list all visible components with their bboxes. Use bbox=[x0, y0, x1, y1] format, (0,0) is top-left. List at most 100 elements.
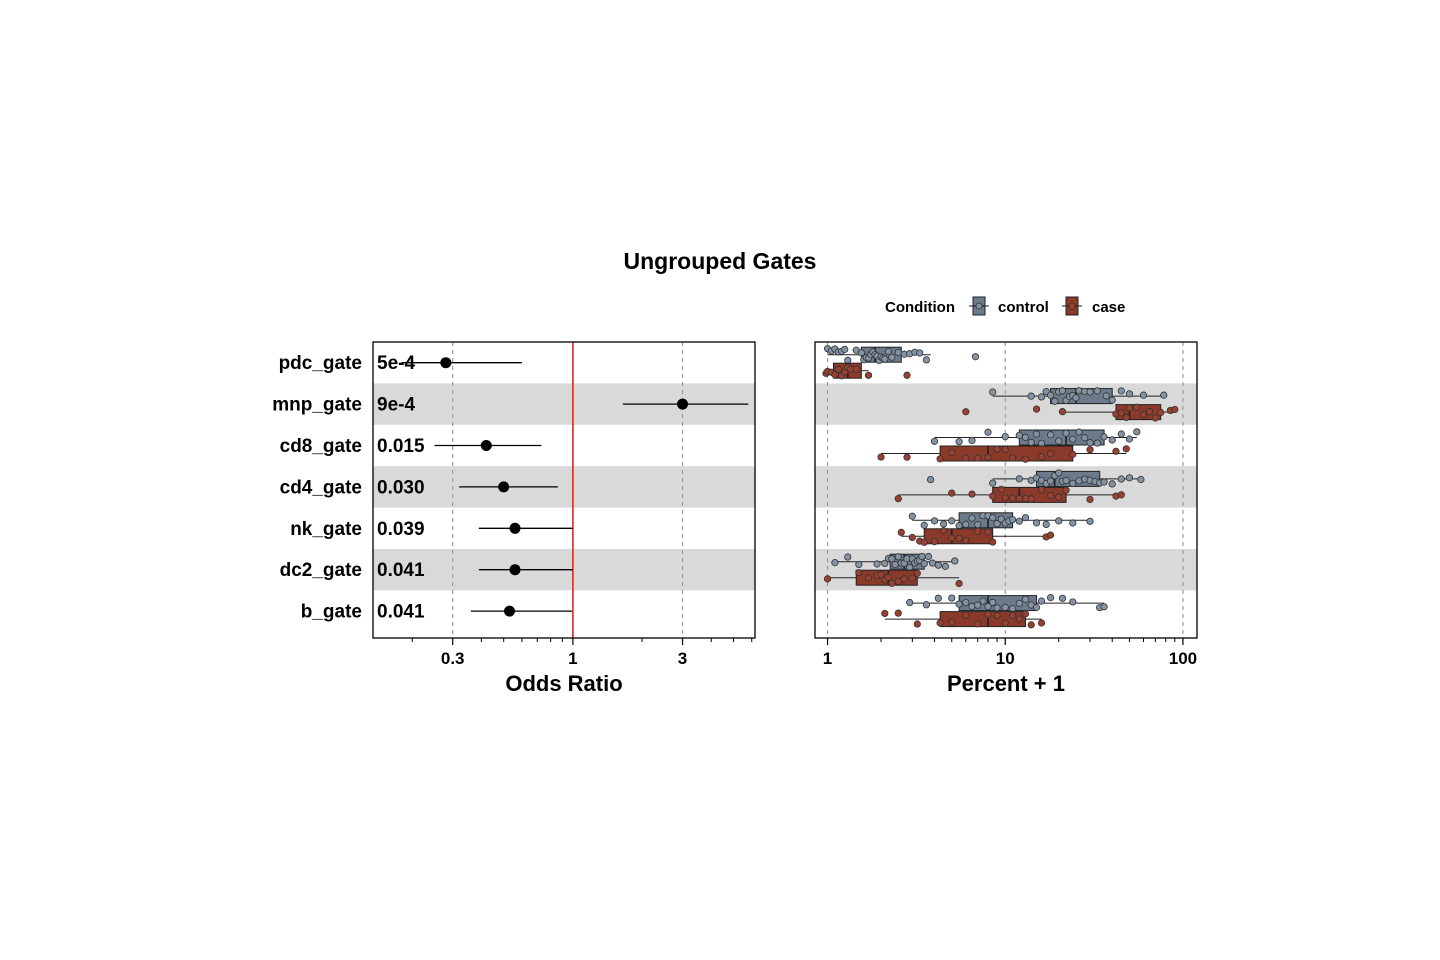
boxplot-point-control bbox=[1081, 434, 1089, 442]
boxplot-point-case bbox=[888, 579, 896, 587]
boxplot-point-control bbox=[1086, 439, 1094, 447]
boxplot-point-control bbox=[1037, 393, 1046, 401]
boxplot-point-case bbox=[1122, 445, 1130, 453]
boxplot-point-control bbox=[1125, 474, 1134, 482]
boxplot-point-case bbox=[1032, 405, 1041, 413]
forest-row-band bbox=[373, 466, 755, 508]
boxplot-point-case bbox=[989, 538, 997, 546]
boxplot-point-control bbox=[962, 520, 970, 529]
boxplot-point-control bbox=[1008, 604, 1017, 613]
boxplot-point-control bbox=[855, 560, 863, 569]
boxplot-point-control bbox=[922, 356, 930, 364]
boxplot-point-control bbox=[1108, 480, 1116, 488]
row-category-label: cd4_gate bbox=[280, 477, 362, 498]
boxplot-tick-label: 1 bbox=[823, 649, 832, 668]
boxplot-point-control bbox=[1108, 396, 1116, 404]
boxplot-point-control bbox=[1015, 475, 1023, 483]
boxplot-point-case bbox=[877, 453, 885, 461]
boxplot-point-case bbox=[1139, 411, 1148, 419]
boxplot-point-control bbox=[906, 598, 914, 607]
boxplot-point-control bbox=[968, 514, 976, 522]
boxplot-point-control bbox=[1015, 517, 1023, 525]
forest-point bbox=[498, 481, 510, 493]
boxplot-point-case bbox=[913, 620, 921, 628]
boxplot-point-control bbox=[881, 355, 889, 363]
boxplot-point-case bbox=[894, 495, 902, 503]
boxplot-point-control bbox=[989, 388, 997, 396]
forest-pvalue-label: 9e-4 bbox=[377, 395, 415, 416]
boxplot-point-case bbox=[948, 534, 956, 542]
boxplot-point-control bbox=[948, 594, 956, 602]
boxplot-point-control bbox=[934, 561, 942, 569]
boxplot-point-case bbox=[1086, 495, 1094, 504]
boxplot-point-control bbox=[1139, 391, 1148, 399]
row-category-label: pdc_gate bbox=[279, 353, 362, 374]
boxplot-point-case bbox=[1008, 494, 1017, 502]
boxplot-point-control bbox=[844, 553, 852, 561]
boxplot-point-control bbox=[1021, 595, 1030, 603]
boxplot-point-case bbox=[962, 611, 970, 619]
forest-pvalue-label: 5e-4 bbox=[377, 353, 415, 374]
boxplot-point-control bbox=[1086, 517, 1094, 525]
boxplot-point-case bbox=[984, 610, 992, 619]
boxplot-point-control bbox=[1001, 432, 1009, 441]
boxplot-point-control bbox=[1075, 428, 1083, 436]
boxplot-point-control bbox=[974, 521, 982, 529]
boxplot-point-control bbox=[1062, 476, 1070, 485]
boxplot-point-control bbox=[989, 514, 997, 522]
boxplot-point-control bbox=[1100, 478, 1108, 486]
boxplot-point-case bbox=[936, 619, 944, 627]
boxplot-point-control bbox=[844, 356, 852, 364]
boxplot-point-case bbox=[1069, 450, 1077, 458]
boxplot-point-control bbox=[1021, 433, 1030, 441]
boxplot-point-control bbox=[941, 562, 949, 570]
boxplot-point-control bbox=[1117, 387, 1125, 395]
forest-pvalue-label: 0.030 bbox=[377, 477, 425, 498]
boxplot-point-control bbox=[1058, 594, 1067, 602]
boxplot-point-control bbox=[940, 520, 948, 528]
boxplot-point-case bbox=[1001, 494, 1009, 502]
forest-tick-label: 1 bbox=[568, 649, 577, 668]
boxplot-point-case bbox=[984, 453, 992, 461]
boxplot-point-case bbox=[1171, 405, 1179, 414]
boxplot-point-case bbox=[993, 445, 1001, 453]
boxplot-point-control bbox=[920, 521, 928, 529]
legend-label-control: control bbox=[998, 299, 1049, 316]
boxplot-point-case bbox=[930, 538, 939, 546]
boxplot-point-control bbox=[1042, 520, 1050, 529]
boxplot-point-case bbox=[948, 618, 956, 626]
boxplot-point-control bbox=[948, 517, 956, 525]
boxplot-point-control bbox=[1069, 598, 1077, 606]
boxplot-point-case bbox=[948, 489, 956, 497]
boxplot-point-case bbox=[864, 371, 873, 379]
forest-pvalue-label: 0.041 bbox=[377, 602, 425, 623]
boxplot-point-control bbox=[1021, 514, 1030, 522]
boxplot-point-case bbox=[903, 453, 911, 461]
boxplot-point-case bbox=[881, 609, 889, 618]
row-category-label: b_gate bbox=[301, 602, 362, 623]
boxplot-point-case bbox=[1008, 612, 1017, 620]
boxplot-x-axis-label: Percent + 1 bbox=[947, 671, 1065, 696]
boxplot-point-control bbox=[1117, 475, 1125, 483]
boxplot-point-control bbox=[1160, 391, 1168, 399]
boxplot-point-control bbox=[930, 517, 939, 525]
boxplot-point-control bbox=[1046, 594, 1055, 602]
forest-point bbox=[677, 398, 689, 410]
boxplot-point-case bbox=[989, 492, 997, 500]
boxplot-point-control bbox=[1069, 519, 1077, 527]
boxplot-point-case bbox=[1117, 409, 1125, 417]
boxplot-point-case bbox=[955, 579, 963, 588]
boxplot-point-control bbox=[1062, 429, 1070, 437]
boxplot-point-control bbox=[989, 598, 997, 606]
boxplot-point-case bbox=[855, 569, 863, 577]
legend-label-case: case bbox=[1092, 299, 1125, 316]
boxplot-point-case bbox=[993, 611, 1001, 620]
boxplot-point-control bbox=[971, 353, 980, 361]
boxplot-point-case bbox=[913, 569, 921, 577]
boxplot-point-case bbox=[1015, 494, 1023, 502]
boxplot-point-case bbox=[1062, 486, 1070, 494]
boxplot-point-control bbox=[1046, 431, 1055, 439]
boxplot-point-case bbox=[1021, 455, 1030, 463]
forest-x-axis-label: Odds Ratio bbox=[505, 671, 622, 696]
boxplot-point-case bbox=[823, 575, 832, 583]
